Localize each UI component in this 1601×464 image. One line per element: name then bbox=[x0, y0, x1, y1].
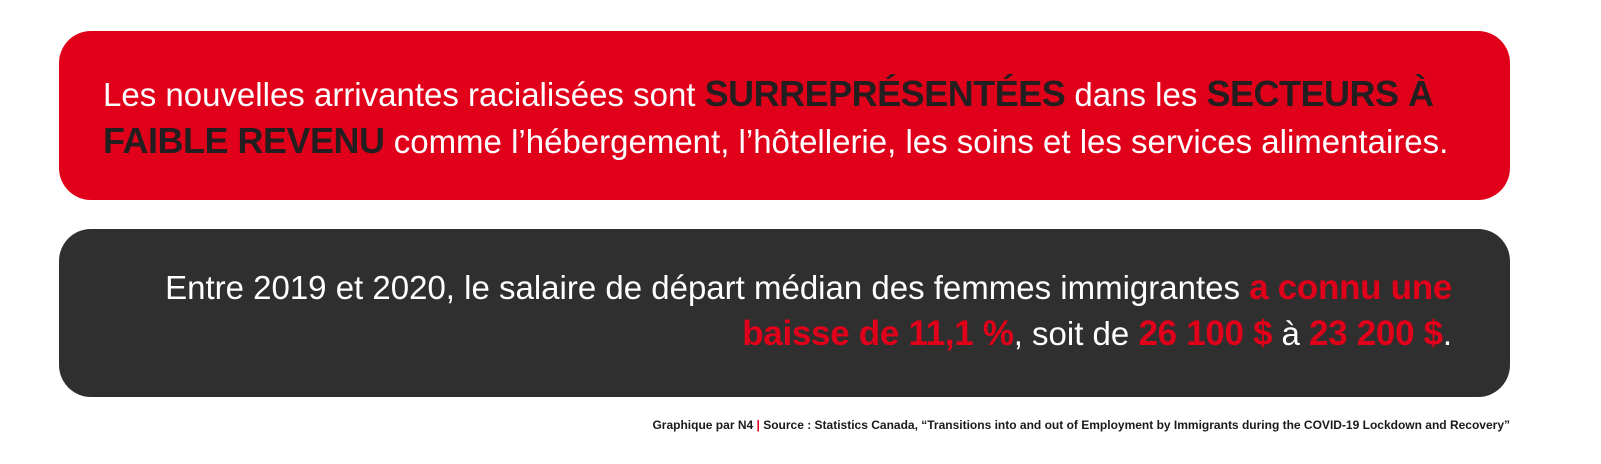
bottom-text-part-1: Entre 2019 et 2020, le salaire de départ… bbox=[165, 269, 1250, 306]
footer-source: Source : Statistics Canada, “Transitions… bbox=[763, 418, 1510, 432]
top-highlight-low-income-sectors: SECTEURS À FAIBLE REVENU bbox=[103, 73, 1434, 161]
bottom-text-part-4: . bbox=[1442, 315, 1452, 352]
top-statement-text: Les nouvelles arrivantes racialisées son… bbox=[103, 71, 1466, 165]
bottom-text-part-2: , soit de bbox=[1013, 315, 1139, 352]
bottom-statement-text: Entre 2019 et 2020, le salaire de départ… bbox=[103, 265, 1452, 357]
footer-credit: Graphique par N4 bbox=[652, 418, 754, 432]
bottom-text-part-3: à bbox=[1272, 315, 1309, 352]
top-text-part-3: comme l’hébergement, l’hôtellerie, les s… bbox=[384, 123, 1449, 160]
bottom-statement-panel: Entre 2019 et 2020, le salaire de départ… bbox=[59, 229, 1510, 397]
bottom-highlight-decrease: a connu une baisse de 11,1 % bbox=[742, 268, 1452, 353]
top-text-part-2: dans les bbox=[1065, 76, 1207, 113]
bottom-highlight-salary-2020: 23 200 $ bbox=[1308, 314, 1443, 353]
bottom-highlight-salary-2019: 26 100 $ bbox=[1138, 314, 1273, 353]
top-statement-panel: Les nouvelles arrivantes racialisées son… bbox=[59, 31, 1510, 200]
footer-separator: | bbox=[756, 418, 760, 432]
top-highlight-overrepresented: SURREPRÉSENTÉES bbox=[704, 73, 1066, 114]
source-footer: Graphique par N4 | Source : Statistics C… bbox=[652, 418, 1510, 432]
top-text-part-1: Les nouvelles arrivantes racialisées son… bbox=[103, 76, 705, 113]
